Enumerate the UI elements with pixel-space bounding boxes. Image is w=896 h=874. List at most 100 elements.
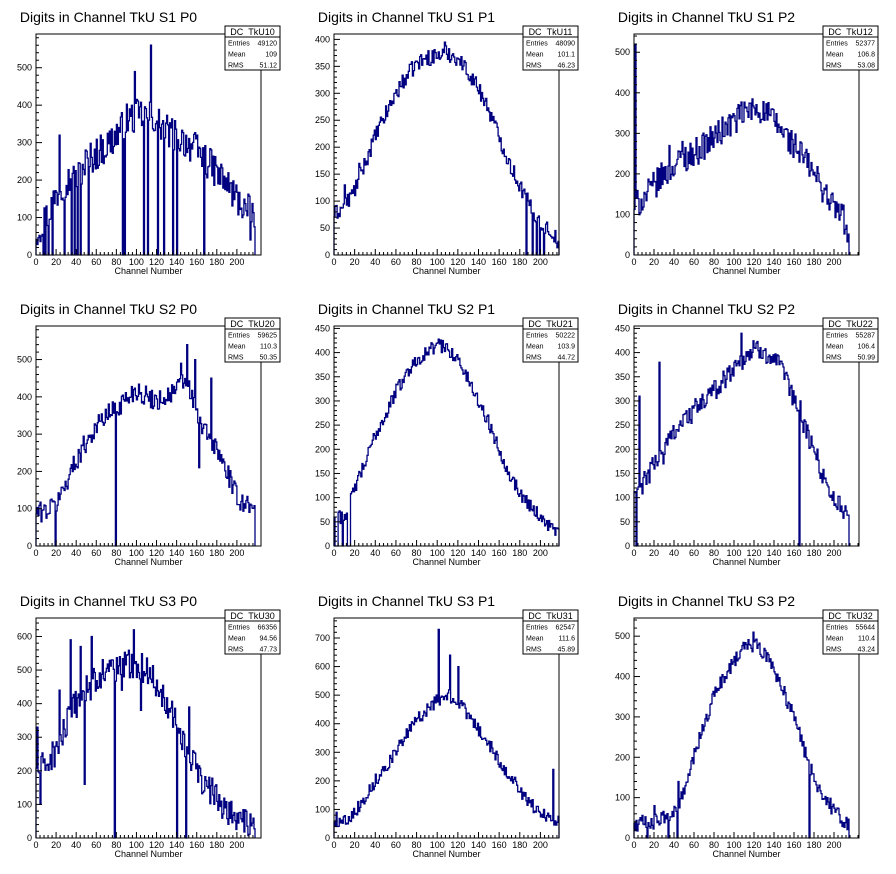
stats-name: DC_TkU11 — [529, 27, 573, 37]
y-tick-label: 0 — [27, 833, 32, 843]
panel-title: Digits in Channel TkU S2 P1 — [318, 301, 495, 317]
stats-key: RMS — [826, 63, 842, 70]
x-tick-label: 100 — [726, 548, 741, 558]
y-tick-label: 200 — [615, 752, 630, 762]
x-tick-label: 0 — [33, 257, 38, 267]
x-tick-label: 40 — [669, 548, 679, 558]
x-tick-label: 60 — [391, 257, 401, 267]
y-tick-label: 300 — [615, 712, 630, 722]
stats-value: 111.6 — [559, 636, 576, 643]
x-tick-label: 80 — [111, 257, 121, 267]
y-tick-label: 0 — [27, 541, 32, 551]
panel-title: Digits in Channel TkU S2 P2 — [618, 301, 795, 317]
y-tick-label: 450 — [615, 323, 630, 333]
x-tick-label: 100 — [726, 840, 741, 850]
stats-key: Entries — [826, 41, 848, 48]
y-tick-label: 500 — [17, 63, 32, 73]
x-tick-label: 140 — [169, 257, 184, 267]
stats-value: 50222 — [556, 333, 576, 340]
y-tick-label: 300 — [615, 396, 630, 406]
histogram-line — [35, 343, 256, 547]
x-tick-label: 60 — [391, 548, 401, 558]
y-tick-label: 600 — [17, 631, 32, 641]
x-tick-label: 40 — [370, 840, 380, 850]
x-tick-label: 60 — [91, 840, 101, 850]
x-tick-label: 160 — [786, 548, 801, 558]
x-tick-label: 40 — [669, 257, 679, 267]
x-tick-label: 140 — [471, 840, 486, 850]
x-tick-label: 200 — [533, 840, 548, 850]
x-tick-label: 120 — [450, 840, 465, 850]
stats-key: Mean — [526, 344, 544, 351]
stats-value: 110.4 — [858, 636, 875, 643]
y-tick-label: 100 — [315, 493, 330, 503]
stats-value: 51.12 — [259, 63, 277, 70]
x-tick-label: 20 — [350, 257, 360, 267]
stats-key: Mean — [228, 52, 246, 59]
panel-title: Digits in Channel TkU S2 P0 — [20, 301, 197, 317]
x-tick-label: 0 — [631, 548, 636, 558]
stats-key: Mean — [826, 636, 844, 643]
y-tick-label: 400 — [615, 88, 630, 98]
x-tick-label: 20 — [51, 840, 61, 850]
x-tick-label: 0 — [33, 840, 38, 850]
stats-name: DC_TkU32 — [828, 611, 873, 621]
x-tick-label: 120 — [149, 840, 164, 850]
x-tick-label: 40 — [669, 840, 679, 850]
y-tick-label: 400 — [315, 34, 330, 44]
x-tick-label: 200 — [229, 548, 244, 558]
x-tick-label: 120 — [149, 257, 164, 267]
x-axis-label: Channel Number — [712, 557, 780, 567]
x-tick-label: 60 — [391, 840, 401, 850]
y-tick-label: 100 — [615, 493, 630, 503]
stats-value: 62547 — [556, 625, 576, 632]
y-tick-label: 100 — [315, 804, 330, 814]
y-tick-label: 100 — [17, 504, 32, 514]
stats-value: 47.73 — [259, 647, 277, 654]
y-tick-label: 0 — [325, 833, 330, 843]
x-tick-label: 20 — [51, 548, 61, 558]
stats-key: Mean — [526, 636, 544, 643]
stats-box — [822, 317, 879, 363]
stats-value: 59625 — [258, 333, 278, 340]
stats-value: 46.23 — [557, 63, 575, 70]
x-tick-label: 200 — [826, 548, 841, 558]
histogram-line — [333, 338, 560, 547]
y-tick-label: 350 — [315, 61, 330, 71]
y-tick-label: 400 — [315, 719, 330, 729]
y-tick-label: 400 — [17, 699, 32, 709]
y-tick-label: 150 — [315, 468, 330, 478]
stats-box — [224, 25, 281, 71]
histogram-panel-1: Digits in Channel TkU S1 P0 0 20 40 60 80 100 1… — [17, 9, 281, 276]
stats-key: RMS — [526, 63, 542, 70]
x-tick-label: 160 — [492, 257, 507, 267]
x-tick-label: 180 — [209, 257, 224, 267]
x-tick-label: 0 — [331, 257, 336, 267]
y-tick-label: 500 — [17, 665, 32, 675]
x-tick-label: 60 — [91, 548, 101, 558]
y-tick-label: 200 — [315, 142, 330, 152]
x-axis-label: Channel Number — [114, 557, 182, 567]
stats-name: DC_TkU21 — [528, 319, 573, 329]
stats-name: DC_TkU31 — [528, 611, 573, 621]
x-tick-label: 120 — [746, 840, 761, 850]
y-tick-label: 100 — [17, 799, 32, 809]
x-tick-label: 100 — [430, 840, 445, 850]
x-tick-label: 40 — [71, 257, 81, 267]
x-axis-label: Channel Number — [114, 266, 182, 276]
x-tick-label: 20 — [51, 257, 61, 267]
stats-key: Entries — [826, 333, 848, 340]
stats-value: 43.24 — [857, 647, 875, 654]
histogram-line — [35, 629, 256, 839]
stats-value: 50.35 — [259, 355, 277, 362]
histogram-panel-6: Digits in Channel TkU S2 P2 0 20 40 60 80 100 1… — [615, 301, 879, 567]
x-tick-label: 80 — [412, 257, 422, 267]
stats-value: 110.3 — [260, 344, 277, 351]
histogram-line — [633, 332, 850, 547]
y-tick-label: 400 — [17, 100, 32, 110]
y-tick-label: 250 — [315, 115, 330, 125]
stats-box — [522, 609, 579, 655]
y-tick-label: 0 — [325, 541, 330, 551]
y-tick-label: 100 — [315, 196, 330, 206]
